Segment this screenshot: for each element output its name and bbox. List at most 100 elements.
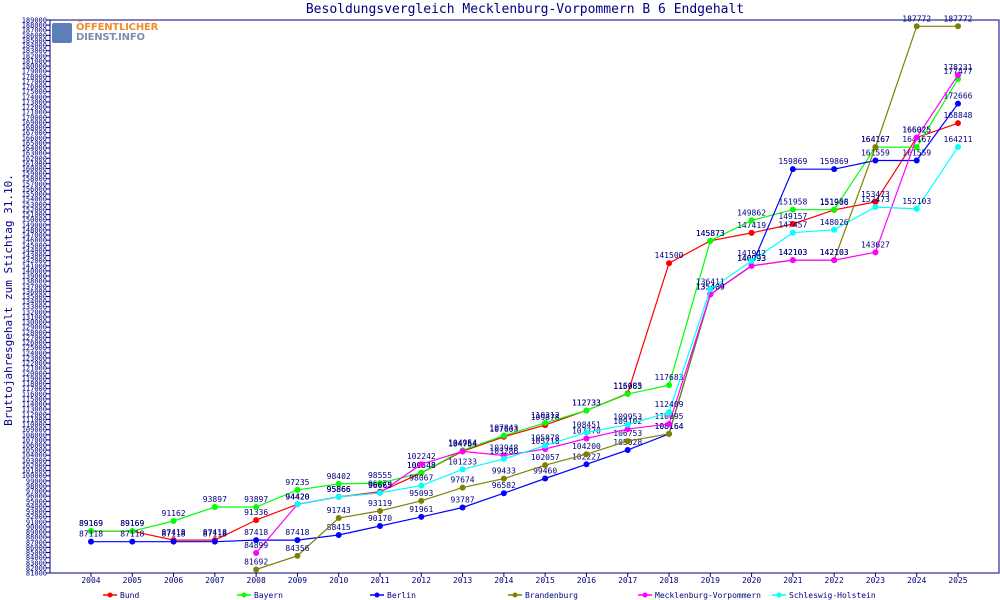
legend-label: Bund	[120, 591, 139, 600]
data-point	[624, 446, 631, 453]
data-label: 110095	[655, 412, 684, 421]
data-label: 88415	[327, 523, 351, 532]
y-tick-label: 129000	[22, 324, 47, 332]
y-tick-label: 178000	[22, 73, 47, 81]
y-tick-label: 157000	[22, 180, 47, 188]
y-tick-label: 128000	[22, 329, 47, 337]
data-label: 151906	[820, 198, 849, 207]
brand-line-1: ÖFFENTLICHER	[76, 22, 159, 33]
y-tick-label: 127000	[22, 334, 47, 342]
data-label: 94420	[285, 492, 309, 501]
legend-swatch-marker	[642, 592, 648, 598]
legend-label: Schleswig-Holstein	[789, 591, 876, 600]
data-point	[955, 72, 961, 79]
y-tick-label: 156000	[22, 185, 47, 193]
data-label: 93119	[368, 499, 392, 508]
data-point	[294, 501, 301, 508]
y-tick-label: 148000	[22, 226, 47, 234]
y-tick-label: 162000	[22, 155, 47, 163]
data-label: 94420	[285, 492, 309, 501]
y-tick-label: 88000	[26, 534, 47, 542]
data-label: 89169	[79, 519, 103, 528]
data-point	[666, 430, 672, 437]
y-tick-label: 142000	[22, 257, 47, 265]
data-label: 101233	[448, 457, 477, 466]
data-point	[624, 438, 631, 445]
y-tick-label: 120000	[22, 370, 47, 378]
data-point	[335, 532, 342, 539]
data-point	[955, 100, 961, 107]
data-point	[831, 206, 838, 213]
data-point	[253, 503, 260, 510]
data-point	[913, 157, 920, 164]
legend-label: Mecklenburg-Vorpommern	[655, 591, 761, 600]
data-label: 145873	[696, 229, 725, 238]
x-tick-label: 2019	[701, 576, 720, 585]
y-tick-label: 119000	[22, 375, 47, 383]
data-label: 104764	[448, 439, 477, 448]
data-label: 168848	[944, 111, 973, 120]
x-tick-label: 2013	[453, 576, 472, 585]
y-axis-label: Bruttojahresgehalt zum Stichtag 31.10.	[2, 174, 15, 426]
y-tick-label: 126000	[22, 339, 47, 347]
y-tick-label: 99000	[26, 477, 47, 485]
data-label: 159869	[778, 157, 807, 166]
data-point	[707, 286, 714, 293]
legend-swatch-marker	[241, 592, 247, 598]
data-label: 87418	[244, 528, 268, 537]
data-point	[955, 23, 961, 30]
data-label: 151958	[820, 198, 849, 207]
data-point	[789, 206, 796, 213]
data-label: 151958	[778, 198, 807, 207]
y-tick-label: 182000	[22, 52, 47, 60]
x-tick-label: 2016	[577, 576, 596, 585]
data-label: 106753	[613, 429, 642, 438]
y-tick-label: 109000	[22, 426, 47, 434]
data-point	[459, 484, 466, 491]
data-label: 99460	[533, 466, 557, 475]
data-label: 87118	[162, 530, 186, 539]
data-label: 177477	[944, 67, 973, 76]
x-tick-label: 2023	[866, 576, 885, 585]
data-label: 89169	[120, 519, 144, 528]
data-point	[377, 480, 383, 487]
data-label: 145873	[696, 229, 725, 238]
data-label: 104754	[448, 439, 477, 448]
data-point	[624, 421, 631, 428]
data-point	[542, 462, 549, 469]
y-tick-label: 184000	[22, 42, 47, 50]
data-point	[377, 507, 383, 514]
y-tick-label: 90000	[26, 523, 47, 531]
y-tick-label: 105000	[22, 447, 47, 455]
data-point	[418, 482, 425, 489]
data-point	[542, 475, 549, 482]
data-label: 97674	[451, 476, 475, 485]
y-tick-label: 125000	[22, 344, 47, 352]
chart-title: Besoldungsvergleich Mecklenburg-Vorpomme…	[306, 2, 744, 17]
data-label: 112409	[655, 400, 684, 409]
data-point	[955, 143, 961, 150]
data-point	[459, 466, 466, 473]
data-point	[253, 537, 260, 544]
y-tick-label: 104000	[22, 452, 47, 460]
y-tick-label: 146000	[22, 237, 47, 245]
y-tick-label: 170000	[22, 114, 47, 122]
data-label: 81692	[244, 557, 268, 566]
y-tick-label: 115000	[22, 395, 47, 403]
data-label: 98402	[327, 472, 351, 481]
brand-line-2: DIENST.INFO	[76, 32, 145, 43]
x-tick-label: 2015	[536, 576, 555, 585]
series-line	[91, 103, 959, 543]
data-label: 161559	[861, 149, 890, 158]
y-tick-label: 166000	[22, 134, 47, 142]
x-tick-label: 2012	[412, 576, 431, 585]
data-point	[913, 23, 920, 30]
data-point	[88, 528, 94, 535]
data-label: 112733	[572, 399, 601, 408]
data-point	[872, 157, 879, 164]
y-tick-label: 155000	[22, 191, 47, 199]
y-tick-label: 143000	[22, 252, 47, 260]
y-tick-label: 173000	[22, 98, 47, 106]
